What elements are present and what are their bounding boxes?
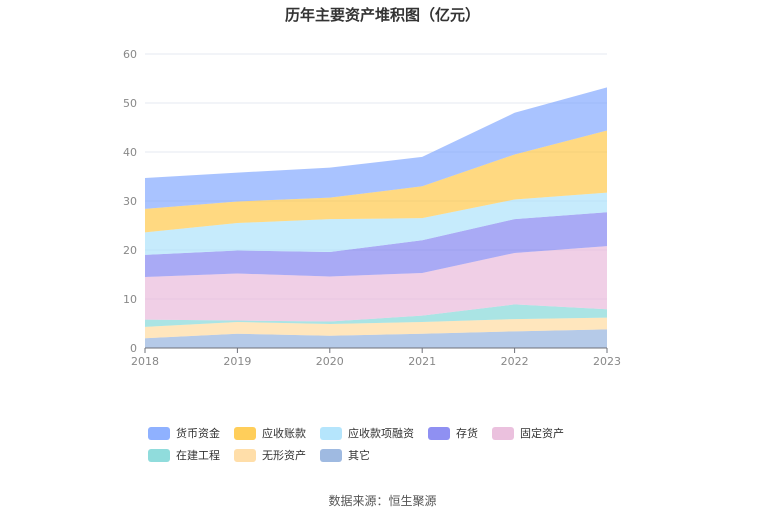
- legend-label: 货币资金: [176, 427, 220, 440]
- x-tick-label: 2020: [316, 355, 344, 368]
- area-series: [145, 317, 607, 339]
- legend-item[interactable]: 应收款项融资: [320, 426, 414, 440]
- x-tick-label: 2019: [223, 355, 251, 368]
- area-series: [145, 130, 607, 233]
- legend-label: 在建工程: [176, 449, 220, 462]
- legend-label: 存货: [456, 427, 478, 440]
- x-tick-label: 2018: [131, 355, 159, 368]
- data-source: 数据来源：恒生聚源: [328, 494, 437, 508]
- legend-label: 其它: [348, 449, 370, 462]
- legend-label: 应收账款: [262, 427, 306, 440]
- area-series: [145, 192, 607, 255]
- area-series: [145, 246, 607, 322]
- area-series: [145, 304, 607, 327]
- legend-swatch: [234, 426, 256, 440]
- stacked-area-chart: 0 10 20 30 40 50 60 2018 2019 2020 2021 2022 2023: [123, 48, 621, 368]
- legend-label: 应收款项融资: [348, 427, 414, 440]
- legend-item[interactable]: 存货: [428, 426, 478, 440]
- legend-label: 固定资产: [520, 427, 564, 440]
- x-tick-label: 2022: [501, 355, 529, 368]
- area-series: [145, 212, 607, 277]
- legend-item[interactable]: 货币资金: [148, 426, 220, 440]
- area-series: [145, 87, 607, 209]
- legend-label: 无形资产: [262, 449, 306, 462]
- y-tick-label: 60: [123, 48, 137, 61]
- legend-swatch: [234, 448, 256, 462]
- legend-item[interactable]: 其它: [320, 448, 370, 462]
- legend-item[interactable]: 固定资产: [492, 426, 564, 440]
- legend-swatch: [320, 426, 342, 440]
- legend-swatch: [492, 426, 514, 440]
- y-tick-label: 40: [123, 146, 137, 159]
- legend-swatch: [148, 426, 170, 440]
- chart-title: 历年主要资产堆积图（亿元）: [284, 6, 480, 24]
- legend-swatch: [428, 426, 450, 440]
- x-tick-label: 2023: [593, 355, 621, 368]
- y-tick-label: 10: [123, 293, 137, 306]
- legend-item[interactable]: 在建工程: [148, 448, 220, 462]
- y-tick-label: 50: [123, 97, 137, 110]
- y-tick-label: 20: [123, 244, 137, 257]
- x-tick-label: 2021: [408, 355, 436, 368]
- legend-item[interactable]: 无形资产: [234, 448, 306, 462]
- area-series: [145, 329, 607, 348]
- legend-item[interactable]: 应收账款: [234, 426, 306, 440]
- y-tick-label: 30: [123, 195, 137, 208]
- legend-swatch: [320, 448, 342, 462]
- legend-swatch: [148, 448, 170, 462]
- y-tick-label: 0: [130, 342, 137, 355]
- legend: 货币资金 应收账款 应收款项融资 存货 固定资产在建工程 无形资产 其它: [148, 426, 638, 462]
